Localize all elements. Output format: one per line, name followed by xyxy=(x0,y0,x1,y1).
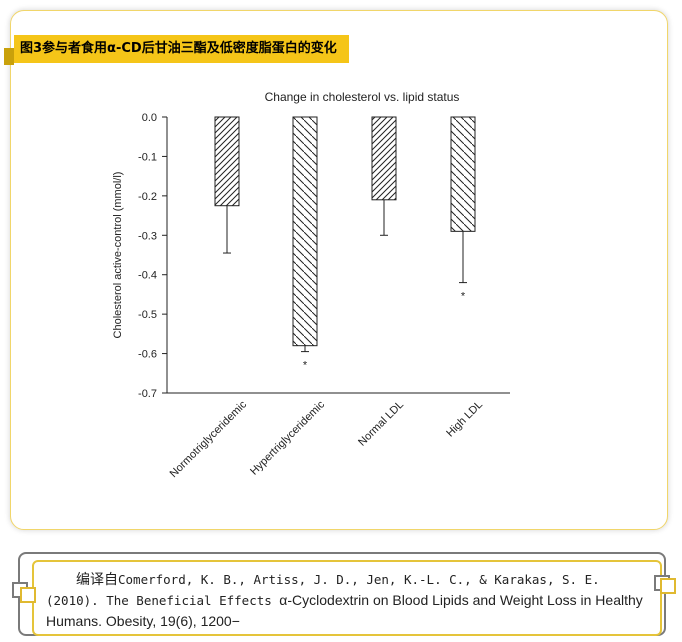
x-tick-label: Normal LDL xyxy=(356,399,406,449)
significance-marker: * xyxy=(461,291,466,303)
y-axis-label: Cholesterol active-control (mmol/l) xyxy=(112,172,124,339)
bar xyxy=(371,116,397,201)
y-tick-label: 0.0 xyxy=(142,112,157,124)
citation-authors: Comerford, K. B., Artiss, J. D., Jen, K.… xyxy=(46,572,600,608)
y-tick-label: -0.3 xyxy=(138,230,157,242)
y-tick-label: -0.7 xyxy=(138,388,157,400)
y-tick-label: -0.4 xyxy=(138,270,157,282)
caption-tag-fold xyxy=(4,48,14,65)
bar xyxy=(450,116,476,232)
bar-chart: Change in cholesterol vs. lipid status C… xyxy=(112,90,510,480)
x-tick-label: Hypertriglyceridemic xyxy=(248,398,327,477)
y-tick-label: -0.1 xyxy=(138,151,157,163)
citation-title: α-Cyclodextrin on Blood Lipids and Weigh… xyxy=(46,592,643,629)
y-tick-label: -0.2 xyxy=(138,191,157,203)
y-tick-label: -0.6 xyxy=(138,349,157,361)
citation-text: 编译自Comerford, K. B., Artiss, J. D., Jen,… xyxy=(46,569,646,631)
bar xyxy=(214,116,240,207)
figure-card xyxy=(10,10,668,530)
citation-box-outer xyxy=(18,552,666,636)
x-tick-label: High LDL xyxy=(444,399,485,440)
y-tick-label: -0.5 xyxy=(138,309,157,321)
chart-title: Change in cholesterol vs. lipid status xyxy=(265,90,460,104)
bar xyxy=(292,116,318,347)
figure-caption: 图3参与者食用α-CD后甘油三酯及低密度脂蛋白的变化 xyxy=(14,35,349,63)
x-tick-label: Normotriglyceridemic xyxy=(168,398,250,480)
significance-marker: * xyxy=(303,360,308,372)
citation-prefix: 编译自 xyxy=(76,571,118,587)
citation-corner-left-accent xyxy=(20,587,36,603)
citation-corner-right-accent xyxy=(660,578,676,594)
